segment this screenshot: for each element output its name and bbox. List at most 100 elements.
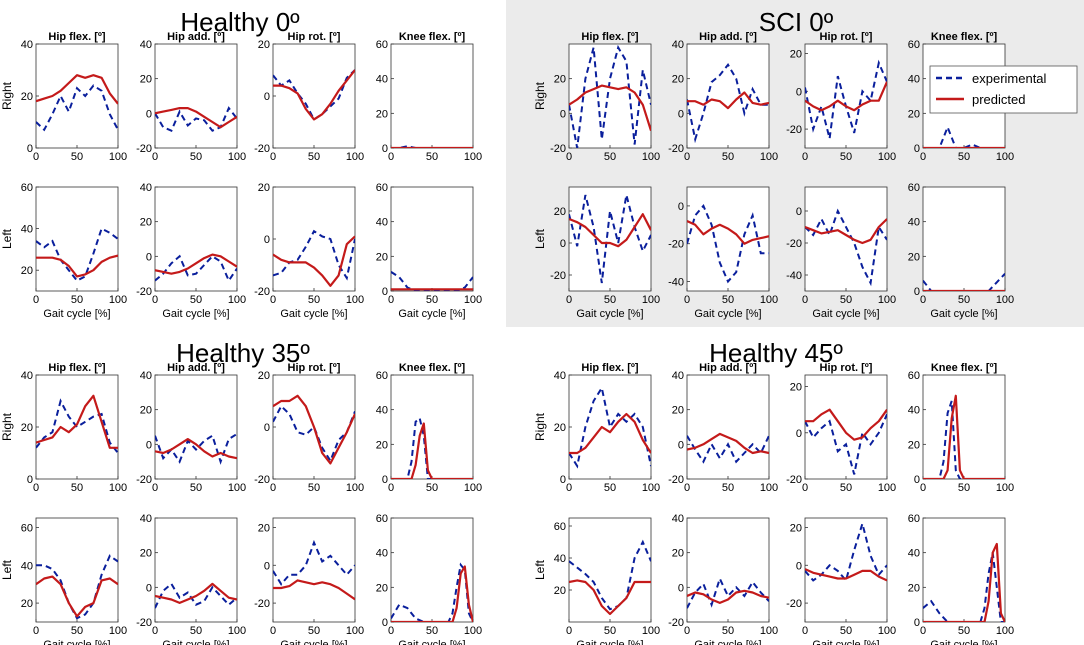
y-tick-label: 40 [376,74,388,86]
x-tick-label: 100 [464,482,482,494]
y-tick-label: -20 [550,143,566,155]
row-label: Left [0,228,14,249]
x-tick-label: 50 [604,151,616,163]
x-tick-label: 100 [228,294,246,306]
y-tick-label: -20 [136,143,152,155]
y-tick-label: 40 [908,405,920,417]
y-tick-label: 20 [554,74,566,86]
x-tick-label: 0 [33,151,39,163]
series-experimental [805,208,887,287]
x-tick-label: 100 [996,151,1014,163]
x-tick-label: 50 [190,482,202,494]
axes-frame [804,517,888,623]
subplot-healthy-35-left-hip-rot: 0 50 100 -20 0 20 Gait cycle [%] [254,517,364,645]
x-tick-label: 50 [426,151,438,163]
y-tick-label: 60 [21,182,33,194]
column-title: Hip rot. [º] [820,31,873,43]
legend-box [929,65,1078,114]
y-tick-label: 60 [21,522,33,534]
column-title: Knee flex. [º] [931,31,998,43]
series-predicted [687,589,769,605]
y-tick-label: 20 [258,39,270,51]
y-tick-label: 20 [672,548,684,560]
y-tick-label: 40 [140,513,152,525]
series-predicted [569,579,651,616]
series-experimental [273,539,355,586]
series-experimental [569,44,651,148]
subplot-healthy-0-right-knee-flex: 0 50 100 0 20 40 60 Knee flex. [º] [376,31,482,163]
y-tick-label: -20 [668,239,684,251]
x-tick-label: 0 [566,294,572,306]
y-tick-label: 0 [146,108,152,120]
x-tick-label: 50 [840,294,852,306]
x-tick-label: 0 [270,625,276,637]
y-tick-label: 40 [672,370,684,382]
row-label: Right [533,81,547,110]
x-tick-label: 0 [684,625,690,637]
x-axis-label: Gait cycle [%] [398,639,465,645]
x-tick-label: 50 [722,625,734,637]
y-tick-label: 60 [908,39,920,51]
y-tick-label: 0 [382,286,388,298]
y-tick-label: 0 [382,474,388,486]
series-predicted [273,69,355,121]
subplot-healthy-45-left-knee-flex: 0 50 100 0 20 40 60 Gait cycle [%] [908,513,1014,645]
y-tick-label: 60 [376,370,388,382]
x-tick-label: 50 [722,482,734,494]
series-experimental [569,385,651,469]
x-tick-label: 100 [346,294,364,306]
column-title: Knee flex. [º] [931,362,998,374]
y-tick-label: 20 [908,251,920,263]
y-tick-label: 0 [914,474,920,486]
x-axis-label: Gait cycle [%] [280,308,347,320]
subplot-healthy-35-left-hip-flex: 0 50 100 20 40 60 Gait cycle [%] Left [0,517,127,645]
x-axis-label: Gait cycle [%] [576,639,643,645]
x-tick-label: 100 [109,151,127,163]
y-tick-label: 20 [376,439,388,451]
x-tick-label: 0 [684,151,690,163]
y-tick-label: 40 [908,548,920,560]
series-predicted [36,575,118,618]
column-title: Hip add. [º] [167,362,225,374]
subplot-sci-0-right-hip-rot: 0 50 100 -20 0 20 Hip rot. [º] [786,31,896,163]
x-tick-label: 0 [33,482,39,494]
series-predicted [273,394,355,465]
axes-frame [804,374,888,480]
x-axis-label: Gait cycle [%] [812,308,879,320]
row-label: Right [0,81,14,110]
axes-frame [272,43,356,149]
series-predicted [687,91,769,110]
x-axis-label: Gait cycle [%] [576,308,643,320]
x-tick-label: 0 [152,625,158,637]
x-tick-label: 50 [840,151,852,163]
y-tick-label: 20 [258,522,270,534]
x-tick-label: 100 [760,294,778,306]
y-tick-label: 60 [376,182,388,194]
series-predicted [923,394,1005,479]
y-tick-label: 20 [908,582,920,594]
x-tick-label: 100 [760,482,778,494]
chart-healthy-35: Healthy 35º 0 50 100 0 20 40 Hip flex. [º] Right… [0,338,482,645]
series-predicted [687,220,769,245]
x-tick-label: 100 [346,151,364,163]
x-tick-label: 0 [270,294,276,306]
series-experimental [273,404,355,464]
y-tick-label: -20 [786,598,802,610]
x-tick-label: 50 [71,151,83,163]
y-tick-label: 0 [914,286,920,298]
x-tick-label: 100 [228,625,246,637]
subplot-sci-0-left-hip-add: 0 50 100 -40 -20 0 Gait cycle [%] [668,186,778,320]
series-experimental [155,254,237,283]
series-predicted [569,84,651,132]
x-tick-label: 0 [920,482,926,494]
axes-frame [922,517,1006,623]
x-tick-label: 50 [308,294,320,306]
axes-frame [686,374,770,480]
column-title: Hip flex. [º] [581,362,639,374]
x-tick-label: 50 [71,294,83,306]
